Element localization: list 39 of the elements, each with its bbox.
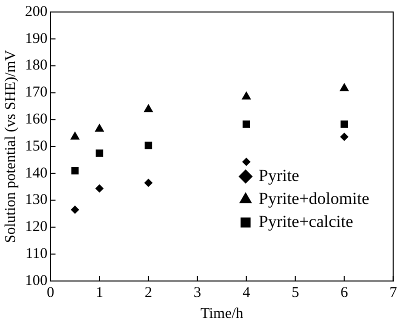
legend-label: Pyrite+dolomite [258, 188, 370, 208]
y-tick-label: 200 [25, 4, 48, 20]
y-tick-label: 100 [25, 272, 48, 289]
x-tick-label: 2 [144, 284, 152, 301]
x-tick-label: 4 [242, 284, 251, 301]
x-tick-label: 6 [340, 284, 349, 301]
x-tick-label: 3 [194, 284, 202, 301]
point [95, 124, 104, 132]
point [70, 132, 80, 140]
y-tick-label: 110 [26, 246, 48, 262]
point [96, 150, 104, 157]
x-tick-label: 0 [46, 284, 54, 301]
point [242, 92, 251, 100]
point [340, 83, 349, 92]
y-axis-title: Solution potential (vs SHE)/mV [2, 50, 19, 243]
point [242, 158, 250, 166]
y-tick-label: 180 [25, 58, 48, 74]
point [71, 167, 79, 174]
y-tick-label: 170 [25, 84, 48, 101]
point [144, 142, 152, 150]
y-tick-label: 160 [25, 112, 48, 128]
point [95, 184, 104, 192]
y-tick-label: 150 [25, 138, 48, 154]
legend-label: Pyrite+calcite [258, 212, 354, 231]
x-tick-label: 7 [390, 284, 398, 301]
legend-label: Pyrite [258, 166, 300, 185]
x-tick-label: 1 [96, 284, 104, 301]
point [70, 206, 79, 214]
y-tick-label: 130 [25, 192, 48, 208]
point [340, 120, 348, 128]
y-tick-label: 120 [25, 219, 48, 236]
x-tick-label: 5 [292, 284, 300, 301]
x-axis-title: Time/h [200, 306, 244, 322]
y-tick-label: 190 [25, 30, 48, 47]
point [340, 132, 348, 141]
point [242, 120, 250, 128]
point [144, 104, 153, 112]
point [144, 178, 152, 187]
y-tick-label: 140 [25, 165, 48, 182]
